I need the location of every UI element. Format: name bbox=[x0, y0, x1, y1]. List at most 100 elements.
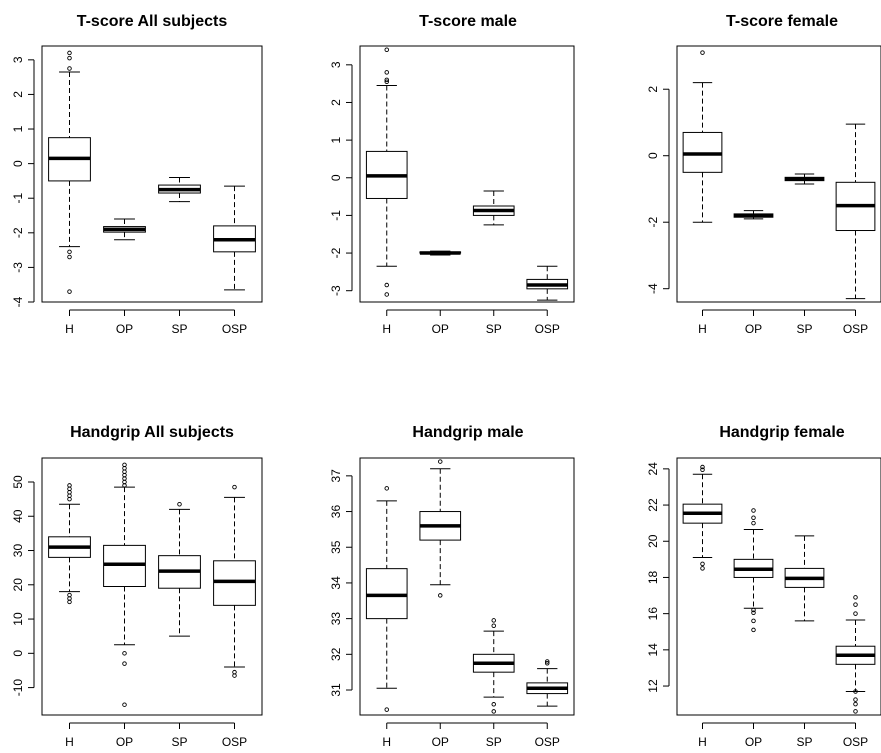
y-tick-label: 50 bbox=[11, 475, 25, 489]
x-tick-label: OP bbox=[745, 735, 762, 749]
y-tick-label: 1 bbox=[329, 136, 343, 143]
outlier-point bbox=[384, 486, 390, 491]
y-tick-label: 30 bbox=[11, 544, 25, 558]
y-tick-label: 31 bbox=[329, 683, 343, 697]
panel-title: T-score male bbox=[419, 13, 517, 30]
y-tick-label: 1 bbox=[11, 125, 25, 132]
x-tick-label: OP bbox=[116, 322, 133, 336]
box-SP bbox=[784, 535, 825, 622]
outlier-point bbox=[384, 282, 390, 288]
outlier-point bbox=[491, 702, 497, 707]
panel-title: Handgrip male bbox=[412, 424, 523, 441]
y-axis: -3 -2 -1 0 1 2 3 bbox=[329, 61, 353, 296]
outlier-point bbox=[67, 254, 72, 260]
x-tick-label: H bbox=[65, 322, 74, 336]
y-tick-label: 35 bbox=[329, 540, 343, 554]
y-tick-label: 3 bbox=[11, 56, 25, 63]
outlier-point bbox=[545, 659, 550, 664]
outlier-point bbox=[700, 50, 705, 55]
box-OSP bbox=[835, 595, 876, 714]
outlier-point bbox=[491, 623, 497, 629]
y-tick-label: 20 bbox=[646, 534, 660, 548]
panel-tscore-male: T-score male -3 -2 -1 0 1 2 3 H OP SP OSP bbox=[329, 13, 575, 336]
x-axis: H OP SP OSP bbox=[65, 722, 247, 749]
box-H bbox=[48, 50, 91, 294]
plot-frame bbox=[359, 457, 575, 716]
panel-title: T-score All subjects bbox=[77, 13, 228, 30]
outlier-point bbox=[751, 515, 756, 520]
outlier-point bbox=[384, 292, 390, 297]
y-axis: -10 0 10 20 30 40 50 bbox=[11, 475, 35, 696]
box-OSP bbox=[526, 659, 569, 707]
y-tick-label: 0 bbox=[11, 650, 25, 657]
outlier-point bbox=[853, 697, 858, 702]
y-tick-label: 16 bbox=[646, 607, 660, 621]
x-tick-label: H bbox=[382, 735, 391, 749]
outlier-point bbox=[751, 627, 756, 633]
y-tick-label: 33 bbox=[329, 612, 343, 626]
outlier-point bbox=[67, 50, 72, 56]
x-tick-label: OSP bbox=[535, 735, 560, 749]
outlier-point bbox=[67, 483, 72, 488]
panel-handgrip-all: Handgrip All subjects -10 0 10 20 30 40 50 H OP… bbox=[11, 424, 263, 749]
y-tick-label: 0 bbox=[11, 160, 25, 167]
outlier-point bbox=[122, 462, 127, 468]
outlier-point bbox=[177, 502, 182, 507]
y-tick-label: 12 bbox=[646, 679, 660, 693]
box-OP bbox=[733, 210, 774, 220]
plot-frame bbox=[676, 45, 881, 303]
panel-title: Handgrip All subjects bbox=[70, 424, 234, 441]
outlier-point bbox=[67, 289, 72, 294]
box-OP bbox=[103, 462, 146, 707]
y-axis: -4 -3 -2 -1 0 1 2 3 bbox=[11, 56, 35, 307]
y-axis: 31 32 33 34 35 36 37 bbox=[329, 469, 353, 697]
y-tick-label: 40 bbox=[11, 509, 25, 523]
x-tick-label: SP bbox=[796, 735, 812, 749]
box-H bbox=[365, 486, 408, 712]
x-tick-label: H bbox=[382, 322, 391, 336]
box-group bbox=[682, 50, 876, 300]
y-tick-label: 20 bbox=[11, 578, 25, 592]
plot-frame bbox=[41, 45, 263, 303]
box-H bbox=[682, 464, 723, 571]
outlier-point bbox=[853, 595, 858, 600]
x-tick-label: OP bbox=[432, 735, 449, 749]
box-SP bbox=[472, 190, 515, 226]
x-tick-label: OSP bbox=[843, 735, 868, 749]
box-OSP bbox=[526, 265, 569, 301]
outlier-point bbox=[384, 707, 390, 712]
outlier-point bbox=[751, 520, 756, 526]
panel-handgrip-male: Handgrip male 31 32 33 34 35 36 37 H OP SP OSP bbox=[329, 424, 575, 749]
panel-title: Handgrip female bbox=[719, 424, 844, 441]
x-tick-label: SP bbox=[486, 735, 502, 749]
y-tick-label: 34 bbox=[329, 576, 343, 590]
box-OP bbox=[733, 508, 774, 633]
x-tick-label: OP bbox=[745, 322, 762, 336]
y-tick-label: -2 bbox=[329, 247, 343, 258]
outlier-point bbox=[384, 47, 390, 53]
outlier-point bbox=[545, 660, 550, 666]
outlier-point bbox=[700, 464, 705, 470]
x-axis: H OP SP OSP bbox=[698, 309, 868, 336]
outlier-point bbox=[853, 602, 858, 607]
box-OSP bbox=[835, 123, 876, 300]
y-tick-label: 32 bbox=[329, 647, 343, 661]
outlier-point bbox=[67, 66, 72, 71]
outlier-point bbox=[232, 673, 237, 678]
outlier-point bbox=[122, 702, 127, 707]
iqr-box bbox=[365, 568, 408, 620]
box-OP bbox=[103, 218, 146, 241]
box-H bbox=[682, 50, 723, 223]
outlier-point bbox=[438, 593, 443, 598]
panel-handgrip-female: Handgrip female 12 14 16 18 20 22 24 H OP SP OSP bbox=[646, 424, 881, 749]
y-tick-label: 3 bbox=[329, 61, 343, 68]
y-tick-label: 36 bbox=[329, 505, 343, 519]
box-group bbox=[682, 464, 876, 714]
box-H bbox=[48, 483, 91, 605]
y-tick-label: 18 bbox=[646, 570, 660, 584]
panel-title: T-score female bbox=[726, 13, 838, 30]
x-axis: H OP SP OSP bbox=[65, 309, 247, 336]
outlier-point bbox=[700, 561, 705, 567]
outlier-point bbox=[853, 689, 858, 694]
